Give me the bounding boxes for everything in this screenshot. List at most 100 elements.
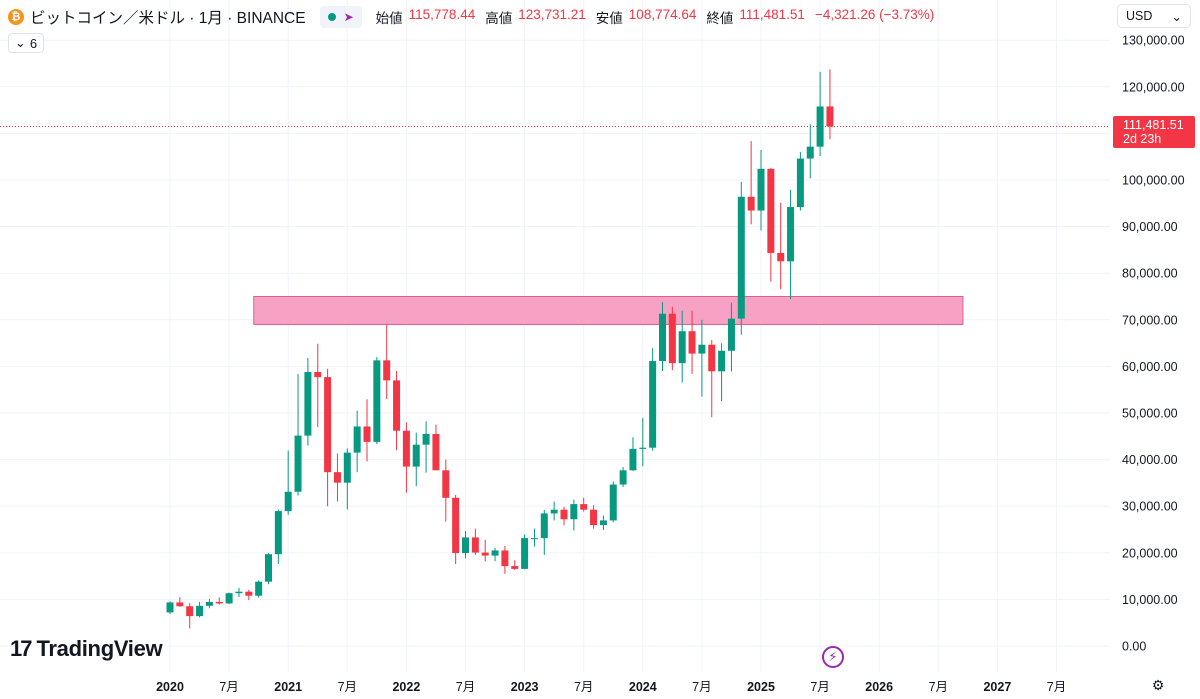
y-tick-label: 50,000.00 bbox=[1122, 407, 1178, 421]
candle bbox=[718, 343, 726, 402]
high-value: 123,731.21 bbox=[518, 7, 586, 22]
candle-body bbox=[511, 566, 519, 569]
candle-body bbox=[205, 601, 213, 606]
chevron-down-icon: ⌄ bbox=[1171, 9, 1182, 24]
currency-select[interactable]: USD ⌄ bbox=[1117, 4, 1191, 28]
candle bbox=[530, 528, 538, 547]
candle-body bbox=[550, 509, 558, 514]
candle-body bbox=[215, 601, 223, 604]
candle bbox=[609, 481, 617, 523]
candle bbox=[324, 368, 332, 507]
last-price-value: 111,481.51 bbox=[1123, 118, 1184, 132]
low-label: 安値 bbox=[595, 11, 623, 26]
high-label: 高値 bbox=[485, 11, 513, 26]
candle-body bbox=[540, 513, 548, 539]
x-tick-label: 2022 bbox=[392, 680, 420, 694]
candle bbox=[698, 319, 706, 397]
candle-body bbox=[176, 602, 184, 607]
lightning-icon[interactable]: ⚡ bbox=[822, 646, 844, 668]
candle-body bbox=[343, 452, 351, 483]
y-tick-label: 10,000.00 bbox=[1122, 593, 1178, 607]
currency-value: USD bbox=[1126, 9, 1153, 23]
candle-body bbox=[402, 430, 410, 467]
candle bbox=[688, 310, 696, 374]
candle-body bbox=[678, 331, 686, 364]
candle-body bbox=[796, 158, 804, 208]
change-value: −4,321.26 (−3.73%) bbox=[814, 7, 935, 22]
last-price-label: 111,481.51 2d 23h bbox=[1113, 116, 1195, 148]
y-tick-label: 30,000.00 bbox=[1122, 500, 1178, 514]
candle-body bbox=[521, 538, 529, 569]
candle bbox=[540, 509, 548, 555]
chevron-down-icon: ⌄ bbox=[15, 35, 26, 50]
candles bbox=[166, 69, 834, 629]
candle-body bbox=[314, 371, 322, 378]
candle bbox=[816, 71, 824, 157]
candle-body bbox=[304, 371, 312, 436]
candle-body bbox=[422, 433, 430, 445]
candle-body bbox=[471, 537, 479, 553]
candle-body bbox=[757, 168, 765, 211]
candle-body bbox=[274, 511, 282, 555]
status-pill[interactable]: ➤ bbox=[319, 6, 362, 28]
candle bbox=[708, 340, 716, 418]
candle bbox=[501, 546, 509, 574]
candle bbox=[481, 539, 489, 562]
bar-countdown: 2d 23h bbox=[1123, 132, 1162, 146]
open-label: 始値 bbox=[375, 11, 403, 26]
ohlc-values: 始値 115,778.44 高値 123,731.21 安値 108,774.6… bbox=[376, 7, 935, 27]
candle-body bbox=[442, 470, 450, 498]
candle bbox=[196, 601, 204, 618]
candle-body bbox=[265, 554, 272, 582]
candle-body bbox=[629, 448, 637, 471]
x-tick-label: 2021 bbox=[274, 680, 302, 694]
candle bbox=[265, 553, 272, 585]
candle bbox=[353, 410, 361, 473]
symbol-title[interactable]: ビットコイン／米ドル · 1月 · BINANCE bbox=[30, 10, 306, 27]
candle-body bbox=[333, 472, 341, 483]
candle-body bbox=[294, 435, 302, 492]
y-tick-label: 130,000.00 bbox=[1122, 34, 1185, 48]
price-zone-rectangle[interactable] bbox=[253, 296, 964, 325]
indicators-collapse-button[interactable]: ⌄ 6 bbox=[8, 33, 45, 53]
tradingview-logo-icon: 17 bbox=[10, 636, 33, 661]
candle-body bbox=[698, 344, 706, 354]
candle bbox=[659, 302, 666, 372]
candle bbox=[166, 601, 174, 615]
candle-body bbox=[639, 447, 647, 449]
candle bbox=[511, 560, 519, 571]
candle-body bbox=[560, 509, 568, 520]
y-tick-label: 60,000.00 bbox=[1122, 360, 1178, 374]
candle bbox=[186, 603, 194, 629]
y-tick-label: 120,000.00 bbox=[1122, 80, 1185, 94]
settings-gear-icon[interactable]: ⚙ bbox=[1151, 676, 1165, 693]
candle-body bbox=[393, 380, 401, 431]
x-tick-label: 7月 bbox=[810, 680, 829, 694]
candle bbox=[304, 358, 312, 446]
share-icon[interactable]: ➤ bbox=[343, 10, 354, 24]
candle-body bbox=[806, 146, 814, 159]
candle-body bbox=[462, 537, 469, 554]
tradingview-wordmark: TradingView bbox=[36, 636, 163, 661]
candle bbox=[649, 348, 657, 451]
candle-body bbox=[432, 433, 440, 471]
candle bbox=[462, 531, 469, 559]
y-tick-label: 40,000.00 bbox=[1122, 453, 1178, 467]
candle-body bbox=[747, 196, 755, 211]
candle bbox=[550, 501, 558, 521]
close-label: 終値 bbox=[706, 11, 734, 26]
tradingview-logo[interactable]: 17 TradingView bbox=[10, 636, 163, 662]
candle bbox=[393, 371, 401, 451]
candle-body bbox=[787, 207, 795, 262]
candle-body bbox=[737, 196, 745, 319]
y-tick-label: 20,000.00 bbox=[1122, 546, 1178, 560]
candle-body bbox=[481, 552, 489, 556]
time-axis[interactable]: 2020 7月 2021 7月 2022 7月 2023 7月 2024 7月 2025 7月 2026… bbox=[156, 680, 1066, 694]
candle bbox=[590, 505, 598, 529]
candle bbox=[639, 417, 647, 467]
candle bbox=[580, 497, 588, 512]
x-tick-label: 7月 bbox=[1047, 680, 1066, 694]
candle-body bbox=[767, 168, 775, 253]
candle-body bbox=[452, 497, 460, 554]
